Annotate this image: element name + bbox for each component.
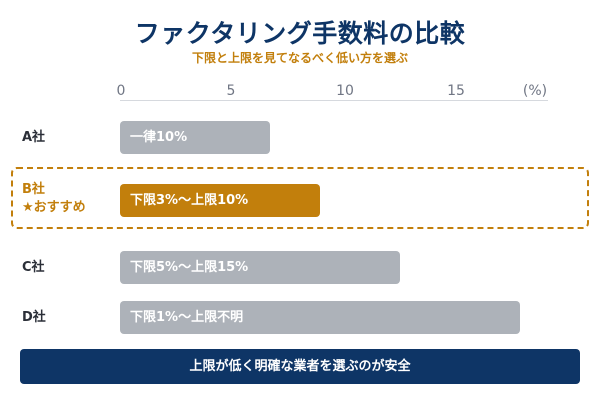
bar-d: 下限1%〜上限不明 [120, 301, 520, 334]
x-tick-10: 10 [336, 83, 354, 99]
company-label: C社 [22, 260, 45, 275]
conclusion-banner: 上限が低く明確な業者を選ぶのが安全 [20, 349, 580, 384]
x-tick-15: 15 [447, 83, 465, 99]
recommended-badge: ★おすすめ [22, 200, 86, 215]
x-axis-unit: (%) [522, 83, 548, 99]
chart-title: ファクタリング手数料の比較 [134, 19, 466, 48]
recommended-highlight-box [11, 167, 589, 229]
chart-subtitle: 下限と上限を見てなるべく低い方を選ぶ [191, 51, 408, 65]
bar-b: 下限3%〜上限10% [120, 184, 320, 217]
x-axis-line [120, 100, 548, 101]
company-label: D社 [22, 310, 46, 325]
bar-c: 下限5%〜上限15% [120, 251, 400, 284]
x-tick-5: 5 [226, 83, 236, 99]
bar-a: 一律10% [120, 121, 270, 154]
x-tick-0: 0 [116, 83, 126, 99]
company-label: B社 [22, 182, 45, 197]
company-label: A社 [22, 130, 46, 145]
